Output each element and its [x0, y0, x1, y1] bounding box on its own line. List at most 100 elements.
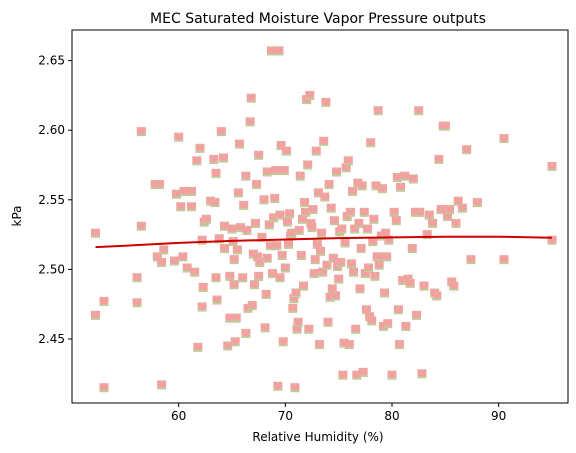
square-point-core — [399, 277, 406, 284]
square-point-core — [171, 258, 178, 265]
square-point-core — [326, 181, 333, 188]
square-point-core — [194, 344, 201, 351]
square-point-core — [258, 234, 265, 241]
y-axis: 2.45 2.50 2.55 2.60 2.65 — [38, 54, 72, 346]
square-point-core — [341, 340, 347, 347]
square-point-core — [188, 188, 195, 195]
square-point-core — [274, 383, 281, 390]
square-point-core — [154, 253, 161, 260]
square-point-core — [316, 341, 323, 348]
y-tick-label: 2.45 — [38, 332, 65, 346]
square-point-core — [305, 326, 312, 333]
square-point-core — [301, 199, 308, 206]
square-point-core — [402, 323, 409, 330]
square-point-core — [296, 227, 303, 234]
square-point-core — [323, 262, 330, 269]
square-point-core — [335, 276, 342, 283]
square-point-core — [306, 92, 313, 99]
square-point-core — [279, 252, 286, 259]
square-point-core — [242, 173, 249, 180]
square-point-core — [393, 217, 400, 224]
square-point-core — [409, 245, 416, 252]
square-point-core — [328, 205, 335, 212]
square-point-core — [331, 217, 338, 224]
square-point-core — [283, 148, 290, 155]
square-point-core — [295, 319, 302, 326]
square-point-core — [269, 270, 276, 277]
square-point-core — [275, 47, 282, 54]
square-point-core — [317, 248, 324, 255]
square-point-core — [236, 141, 243, 148]
square-point-core — [438, 206, 445, 213]
square-point-core — [231, 256, 238, 263]
square-point-core — [210, 156, 217, 163]
square-point-core — [249, 302, 256, 309]
square-point-core — [175, 134, 182, 141]
square-point-core — [262, 324, 269, 331]
square-point-core — [255, 273, 262, 280]
square-point-core — [173, 191, 180, 198]
square-point-core — [298, 252, 305, 259]
square-point-core — [200, 284, 207, 291]
square-point-core — [235, 189, 242, 196]
x-tick-label: 60 — [171, 409, 186, 423]
square-point-core — [373, 182, 379, 189]
square-point-core — [442, 123, 449, 130]
square-point-core — [266, 221, 273, 228]
square-point-core — [415, 107, 422, 114]
square-point-core — [267, 242, 274, 249]
square-point-core — [256, 259, 263, 266]
square-point-core — [203, 216, 210, 223]
square-point-core — [214, 297, 221, 304]
square-point-core — [549, 163, 555, 170]
square-point-core — [383, 253, 390, 260]
square-point-core — [252, 220, 259, 227]
square-point-core — [333, 168, 340, 175]
square-point-core — [342, 239, 349, 246]
square-point-core — [290, 295, 297, 302]
square-point-core — [421, 283, 427, 290]
square-point-core — [277, 212, 283, 219]
square-point-core — [351, 226, 358, 233]
square-point-core — [360, 369, 367, 376]
square-point-core — [312, 256, 319, 263]
square-point-core — [377, 253, 384, 260]
square-point-core — [293, 290, 299, 297]
x-tick-label: 80 — [384, 409, 399, 423]
square-point-core — [101, 384, 107, 391]
square-point-core — [284, 219, 291, 226]
square-point-core — [278, 142, 285, 149]
square-point-core — [251, 281, 258, 288]
square-point-core — [389, 372, 395, 379]
square-point-core — [394, 174, 401, 181]
square-point-core — [416, 209, 423, 216]
square-point-core — [302, 209, 309, 216]
square-point-core — [455, 198, 462, 205]
square-point-core — [101, 298, 107, 305]
square-point-core — [391, 209, 398, 216]
square-point-core — [379, 185, 386, 192]
square-point-core — [309, 224, 315, 231]
square-point-core — [248, 95, 255, 102]
plot-frame — [71, 29, 569, 404]
square-point-core — [224, 342, 231, 349]
square-point-core — [314, 241, 321, 248]
square-point-core — [364, 226, 371, 233]
square-point-core — [410, 175, 417, 182]
square-point-core — [193, 157, 200, 164]
square-point-core — [401, 173, 408, 180]
square-point-core — [321, 194, 328, 201]
square-point-core — [239, 274, 246, 281]
square-point-core — [367, 139, 374, 146]
square-point-core — [376, 262, 383, 269]
square-point-core — [134, 299, 141, 306]
square-point-core — [281, 167, 288, 174]
square-point-core — [345, 157, 352, 164]
square-point-core — [362, 270, 369, 277]
square-point-core — [254, 253, 261, 260]
square-point-core — [158, 381, 165, 388]
square-point-core — [229, 226, 235, 233]
square-point-core — [134, 274, 141, 281]
square-point-core — [294, 326, 301, 333]
y-tick-label: 2.65 — [38, 54, 65, 68]
